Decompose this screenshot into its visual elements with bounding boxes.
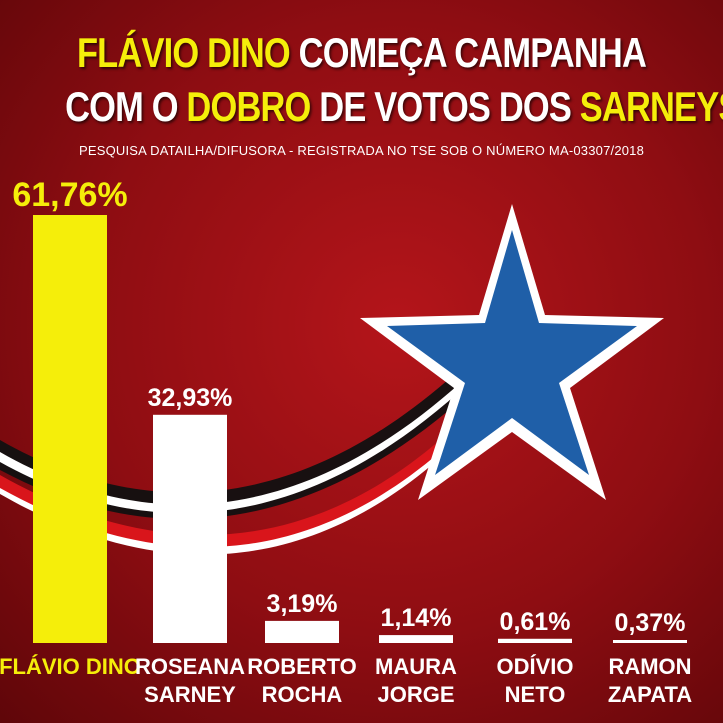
headline-emphasis-double: DOBRO bbox=[186, 83, 311, 130]
headline-text-c: DE VOTOS DOS bbox=[310, 83, 580, 130]
category-label-3: MAURA JORGE bbox=[375, 654, 457, 707]
headline-line-1: FLÁVIO DINO COMEÇA CAMPANHA bbox=[65, 28, 658, 78]
bar-2 bbox=[265, 620, 339, 643]
value-label-0: 61,76% bbox=[12, 176, 127, 214]
bar-1 bbox=[153, 414, 227, 643]
bars-layer: 61,76% FLÁVIO DINO 32,93% ROSEANA SARNEY 3,19… bbox=[0, 176, 692, 707]
headline-text-b: COM O bbox=[65, 83, 187, 130]
category-label-5: RAMON ZAPATA bbox=[608, 654, 692, 707]
bar-4 bbox=[498, 638, 572, 643]
value-label-2: 3,19% bbox=[267, 590, 338, 618]
category-label-4: ODÍVIO NETO bbox=[496, 654, 573, 707]
bar-5 bbox=[613, 640, 687, 643]
bar-3 bbox=[379, 635, 453, 643]
category-label-2: ROBERTO ROCHA bbox=[247, 654, 357, 707]
value-label-5: 0,37% bbox=[615, 609, 686, 637]
headline-text-a: COMEÇA CAMPANHA bbox=[289, 29, 647, 76]
headline-line-2: COM O DOBRO DE VOTOS DOS SARNEYS bbox=[65, 82, 723, 132]
value-label-4: 0,61% bbox=[500, 608, 571, 636]
category-label-1: ROSEANA SARNEY bbox=[135, 654, 245, 707]
poll-source-subtitle: PESQUISA DATAILHA/DIFUSORA - REGISTRADA … bbox=[78, 143, 645, 158]
category-label-0: FLÁVIO DINO bbox=[0, 654, 141, 679]
decorative-star-swoosh bbox=[0, 204, 664, 555]
headline-emphasis-sarneys: SARNEYS bbox=[579, 83, 723, 130]
value-label-3: 1,14% bbox=[381, 604, 452, 632]
bar-0 bbox=[33, 215, 107, 643]
headline-candidate: FLÁVIO DINO bbox=[76, 29, 291, 76]
value-label-1: 32,93% bbox=[148, 384, 233, 412]
